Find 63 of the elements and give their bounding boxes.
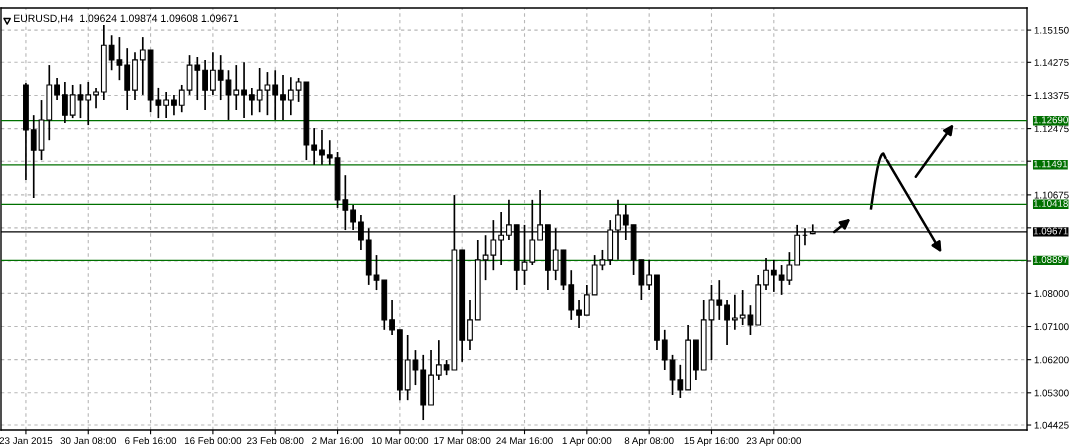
- candlestick: [163, 91, 170, 119]
- x-tick-label: 30 Jan 08:00: [60, 437, 116, 445]
- candlestick: [708, 284, 715, 361]
- candlestick: [731, 294, 738, 331]
- candlestick: [30, 114, 37, 199]
- candlestick: [202, 59, 209, 111]
- x-tick-label: 1 Apr 00:00: [562, 437, 612, 447]
- y-tick-label: 1.04425: [1034, 421, 1069, 429]
- ref-line-label: 1.11491: [1033, 160, 1068, 168]
- candlestick: [326, 139, 333, 166]
- candlestick: [763, 257, 769, 291]
- x-tick-label: 16 Feb 00:00: [184, 436, 242, 445]
- candlestick: [311, 127, 318, 166]
- candlestick: [85, 81, 92, 126]
- ref-line-label: 1.12690: [1033, 116, 1068, 124]
- candlestick: [248, 87, 255, 116]
- candlestick: [241, 61, 247, 119]
- candlestick: [770, 259, 777, 293]
- x-tick-label: 10 Mar 00:00: [371, 437, 429, 445]
- candlestick: [287, 76, 294, 116]
- ref-line-label: 1.09671: [1033, 227, 1068, 235]
- x-tick-label: 23 Apr 00:00: [746, 437, 801, 447]
- y-tick-label: 1.05300: [1034, 389, 1069, 397]
- candlestick: [54, 77, 60, 101]
- candlestick: [661, 329, 668, 371]
- candlestick: [373, 254, 380, 291]
- candlestick: [716, 279, 723, 321]
- candlestick: [210, 51, 216, 96]
- candlestick: [171, 94, 177, 116]
- candlestick: [280, 74, 286, 121]
- x-tick-label: 23 Feb 08:00: [247, 436, 304, 445]
- candlestick: [467, 299, 473, 351]
- y-tick-label: 1.08000: [1034, 290, 1069, 297]
- candlestick: [583, 284, 590, 316]
- candlestick: [139, 36, 146, 96]
- candlestick: [93, 87, 99, 109]
- y-tick-label: 1.15150: [1034, 26, 1069, 34]
- y-tick-label: 1.07100: [1034, 323, 1069, 331]
- y-tick-label: 1.06200: [1034, 356, 1069, 364]
- text: EURUSD,H4 1.09624 1.09874 1.09608 1.09671: [14, 14, 239, 24]
- candlestick: [435, 339, 442, 381]
- candlestick: [61, 81, 68, 124]
- candlestick: [389, 299, 395, 336]
- candlestick: [319, 129, 325, 166]
- y-tick-label: 1.10675: [1034, 191, 1069, 199]
- x-tick-label: 17 Mar 08:00: [434, 437, 491, 445]
- candlestick: [272, 69, 279, 121]
- candlestick: [646, 259, 653, 291]
- x-tick-label: 15 Apr 16:00: [684, 437, 739, 447]
- candlestick: [178, 84, 185, 114]
- ref-line-label: 1.10418: [1033, 200, 1068, 207]
- x-tick-label: 6 Feb 16:00: [125, 436, 177, 445]
- x-tick-label: 2 Mar 16:00: [312, 437, 364, 445]
- y-tick-label: 1.12475: [1034, 125, 1069, 133]
- ref-line-label: 1.08897: [1033, 256, 1068, 263]
- x-tick-label: 23 Jan 2015: [0, 437, 53, 445]
- candlestick: [724, 299, 730, 346]
- x-tick-label: 8 Apr 08:00: [624, 437, 674, 447]
- candlestick: [233, 64, 240, 111]
- x-tick-label: 24 Mar 16:00: [496, 437, 553, 445]
- candlestick: [576, 299, 582, 329]
- y-tick-label: 1.13375: [1034, 92, 1069, 100]
- y-tick-label: 1.14275: [1034, 59, 1069, 66]
